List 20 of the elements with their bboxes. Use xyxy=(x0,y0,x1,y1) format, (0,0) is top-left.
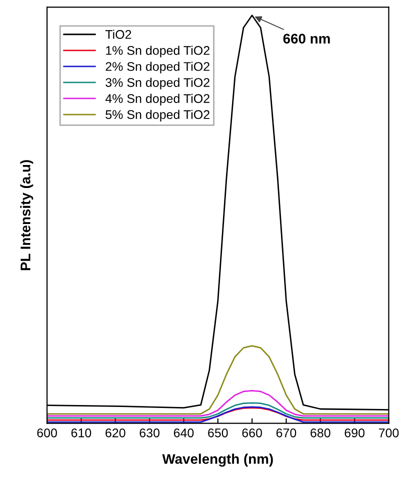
x-tick-label: 680 xyxy=(310,428,330,438)
x-tick-label: 600 xyxy=(37,428,57,438)
legend-label: 2% Sn doped TiO2 xyxy=(106,62,210,74)
annotation: 660 nm xyxy=(283,34,330,44)
legend-label: 4% Sn doped TiO2 xyxy=(105,94,210,106)
x-tick-label: 640 xyxy=(174,428,194,438)
legend-label: 3% Sn doped TiO2 xyxy=(106,78,210,90)
x-tick-label: 610 xyxy=(71,428,92,438)
x-tick-label: 690 xyxy=(344,428,365,438)
x-tick-label: 660 xyxy=(242,428,262,438)
x-tick-label: 670 xyxy=(276,428,296,438)
y-axis-title: PL Intensity (a.u) xyxy=(20,160,34,270)
x-tick-label: 620 xyxy=(106,428,126,438)
legend-label: 5% Sn doped TiO2 xyxy=(106,110,210,122)
x-axis-title: Wavelength (nm) xyxy=(162,454,273,467)
x-tick-label: 630 xyxy=(140,428,160,438)
legend-label: 1% Sn doped TiO2 xyxy=(106,46,210,58)
x-tick-label: 650 xyxy=(208,428,228,438)
x-tick-label: 700 xyxy=(378,428,399,438)
legend-label: TiO2 xyxy=(105,30,132,39)
